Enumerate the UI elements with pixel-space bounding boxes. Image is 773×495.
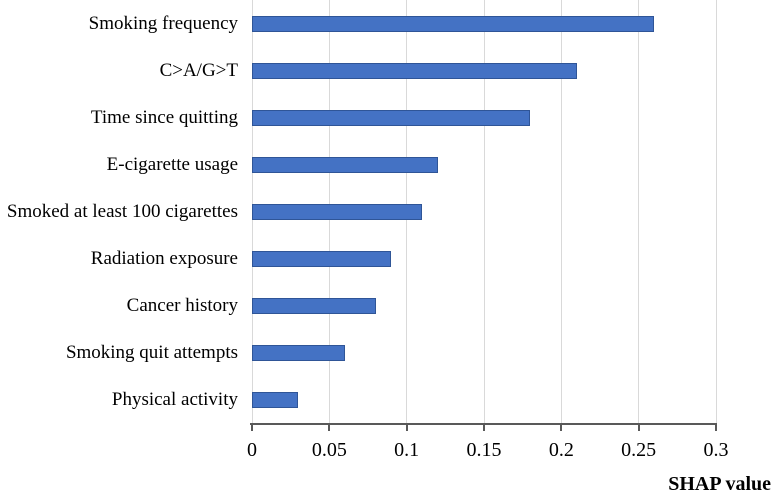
x-tick-mark — [637, 425, 640, 431]
x-tick-mark — [715, 425, 717, 431]
category-label: Cancer history — [126, 295, 238, 317]
category-label: C>A/G>T — [159, 59, 238, 81]
bar — [252, 15, 655, 32]
gridline — [638, 0, 640, 424]
bar — [252, 251, 392, 268]
category-label: Radiation exposure — [90, 248, 238, 270]
x-tick-label: 0.15 — [466, 439, 502, 461]
x-tick-label: 0.25 — [621, 439, 657, 461]
x-tick-label: 0.2 — [548, 439, 574, 461]
category-label: E-cigarette usage — [106, 153, 238, 175]
category-label: Time since quitting — [90, 106, 238, 128]
gridline — [715, 0, 717, 424]
x-tick-label: 0 — [247, 439, 257, 461]
x-axis-line — [250, 423, 717, 425]
bar — [252, 298, 376, 315]
bar — [252, 62, 577, 79]
category-label: Physical activity — [111, 389, 238, 411]
bar — [252, 345, 345, 362]
x-tick-mark — [405, 425, 408, 431]
x-tick-mark — [560, 425, 563, 431]
gridline — [483, 0, 485, 424]
bar — [252, 204, 423, 220]
gridline — [560, 0, 562, 424]
y-axis-category-labels: Smoking frequency C>A/G>T Time since quitt… — [0, 0, 238, 424]
category-label: Smoking frequency — [88, 12, 238, 34]
x-axis-title: SHAP value — [668, 473, 771, 495]
plot-area — [251, 0, 717, 424]
bar — [252, 109, 531, 126]
x-tick-label: 0.05 — [311, 439, 347, 461]
category-label: Smoked at least 100 cigarettes — [6, 201, 238, 222]
bar — [252, 392, 299, 409]
category-label: Smoking quit attempts — [65, 342, 238, 364]
x-tick-label: 0.1 — [394, 439, 420, 461]
bar — [252, 156, 438, 173]
x-tick-mark — [251, 425, 253, 431]
x-tick-mark — [328, 425, 331, 431]
x-tick-label: 0.3 — [703, 439, 729, 461]
x-tick-mark — [483, 425, 485, 431]
